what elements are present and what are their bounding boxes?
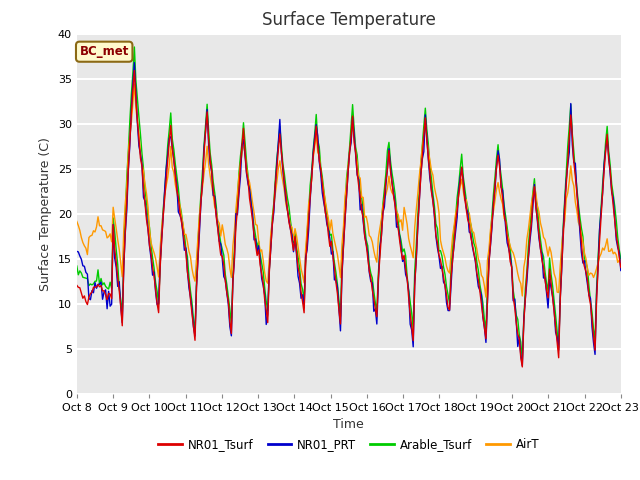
AirT [141, 181, 149, 187]
NR01_Tsurf [617, 264, 625, 270]
AirT [131, 81, 138, 87]
NR01_PRT [518, 363, 526, 369]
NR01_PRT [131, 60, 138, 65]
Line: Arable_Tsurf: Arable_Tsurf [77, 47, 621, 360]
Line: NR01_Tsurf: NR01_Tsurf [77, 71, 621, 367]
Arable_Tsurf [589, 326, 597, 332]
NR01_PRT [589, 340, 597, 346]
NR01_Tsurf [255, 247, 262, 253]
AirT [589, 275, 597, 280]
NR01_Tsurf [312, 123, 320, 129]
AirT [617, 257, 625, 263]
Arable_Tsurf [518, 357, 526, 362]
Arable_Tsurf [73, 263, 81, 269]
NR01_PRT [255, 243, 262, 249]
Arable_Tsurf [237, 153, 244, 159]
Title: Surface Temperature: Surface Temperature [262, 11, 436, 29]
Arable_Tsurf [264, 308, 271, 313]
NR01_PRT [312, 122, 320, 128]
AirT [73, 218, 81, 224]
X-axis label: Time: Time [333, 418, 364, 431]
AirT [255, 238, 262, 244]
Arable_Tsurf [141, 187, 149, 192]
AirT [482, 294, 490, 300]
NR01_Tsurf [131, 68, 138, 73]
NR01_PRT [141, 198, 149, 204]
Text: BC_met: BC_met [79, 45, 129, 58]
AirT [312, 131, 320, 137]
AirT [237, 161, 244, 167]
NR01_Tsurf [264, 320, 271, 325]
Arable_Tsurf [617, 256, 625, 262]
NR01_PRT [237, 174, 244, 180]
AirT [264, 280, 271, 286]
Arable_Tsurf [312, 111, 320, 117]
NR01_Tsurf [589, 333, 597, 339]
NR01_PRT [264, 312, 271, 317]
NR01_PRT [617, 268, 625, 274]
NR01_Tsurf [237, 161, 244, 167]
Arable_Tsurf [131, 44, 138, 50]
Legend: NR01_Tsurf, NR01_PRT, Arable_Tsurf, AirT: NR01_Tsurf, NR01_PRT, Arable_Tsurf, AirT [154, 433, 544, 456]
NR01_Tsurf [73, 282, 81, 288]
Line: AirT: AirT [77, 84, 621, 297]
NR01_Tsurf [518, 364, 526, 370]
Arable_Tsurf [255, 238, 262, 244]
Y-axis label: Surface Temperature (C): Surface Temperature (C) [39, 137, 52, 290]
NR01_PRT [73, 249, 81, 254]
Line: NR01_PRT: NR01_PRT [77, 62, 621, 366]
NR01_Tsurf [141, 200, 149, 206]
